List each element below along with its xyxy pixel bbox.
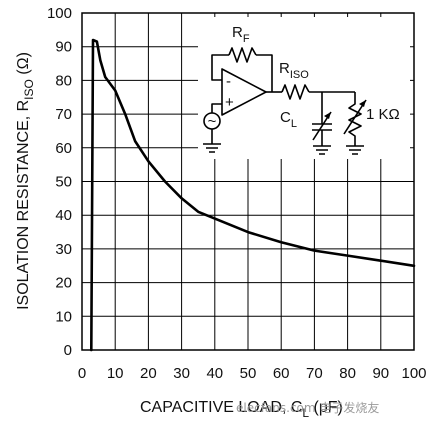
y-tick-label: 20 bbox=[55, 275, 72, 292]
x-tick-label: 10 bbox=[107, 365, 124, 382]
x-axis-title: CAPACITIVE LOAD, CL (pF) bbox=[140, 399, 343, 420]
source-symbol: ~ bbox=[208, 113, 217, 130]
opamp-triangle bbox=[221, 68, 267, 116]
source-ground-icon bbox=[203, 143, 221, 153]
series-line bbox=[90, 38, 416, 352]
cl-ground-icon bbox=[313, 145, 331, 155]
y-tick-label: 50 bbox=[55, 174, 72, 191]
load-ground-icon bbox=[346, 145, 364, 155]
plot-frame bbox=[81, 12, 415, 351]
load-resistor bbox=[348, 92, 362, 146]
x-tick-label: 30 bbox=[173, 365, 190, 382]
y-tick-labels: 0 10 20 30 40 50 60 70 80 90 100 bbox=[47, 5, 72, 359]
x-tick-label: 80 bbox=[339, 365, 356, 382]
plus-input-wire bbox=[211, 103, 222, 113]
riso-resistor bbox=[281, 84, 310, 100]
x-tick-label: 60 bbox=[273, 365, 290, 382]
cl-arrow-head bbox=[324, 112, 331, 119]
x-tick-label: 90 bbox=[372, 365, 389, 382]
y-tick-label: 10 bbox=[55, 308, 72, 325]
x-tick-label: 20 bbox=[140, 365, 157, 382]
rf-label: RF bbox=[232, 24, 250, 45]
y-tick-label: 100 bbox=[47, 5, 72, 22]
x-tick-label: 0 bbox=[78, 365, 86, 382]
y-tick-label: 30 bbox=[55, 241, 72, 258]
feedback-wire-left bbox=[211, 54, 229, 81]
x-tick-label: 100 bbox=[401, 365, 426, 382]
y-tick-label: 40 bbox=[55, 207, 72, 224]
feedback-wire-right bbox=[256, 54, 273, 92]
cl-label: CL bbox=[280, 109, 297, 130]
x-tick-label: 70 bbox=[306, 365, 323, 382]
y-tick-label: 0 bbox=[64, 342, 72, 359]
y-tick-label: 80 bbox=[55, 72, 72, 89]
minus-sign: - bbox=[226, 73, 231, 90]
plus-sign: + bbox=[225, 94, 234, 111]
x-tick-labels: 0 10 20 30 40 50 60 70 80 90 100 bbox=[78, 365, 427, 382]
x-tick-label: 40 bbox=[206, 365, 223, 382]
inset-schematic: - + RF RISO CL 1 KΩ ~ bbox=[198, 17, 410, 159]
y-axis-title: ISOLATION RESISTANCE, RISO (Ω) bbox=[15, 52, 36, 310]
load-resistor-label: 1 KΩ bbox=[366, 106, 400, 123]
watermark-text: elecfans.com 电子发烧友 bbox=[236, 400, 379, 415]
riso-label: RISO bbox=[279, 60, 309, 81]
rf-resistor bbox=[228, 47, 257, 63]
y-tick-label: 70 bbox=[55, 106, 72, 123]
load-arrow-head bbox=[359, 100, 366, 107]
y-tick-label: 90 bbox=[55, 39, 72, 56]
x-tick-label: 50 bbox=[240, 365, 257, 382]
y-tick-label: 60 bbox=[55, 140, 72, 157]
